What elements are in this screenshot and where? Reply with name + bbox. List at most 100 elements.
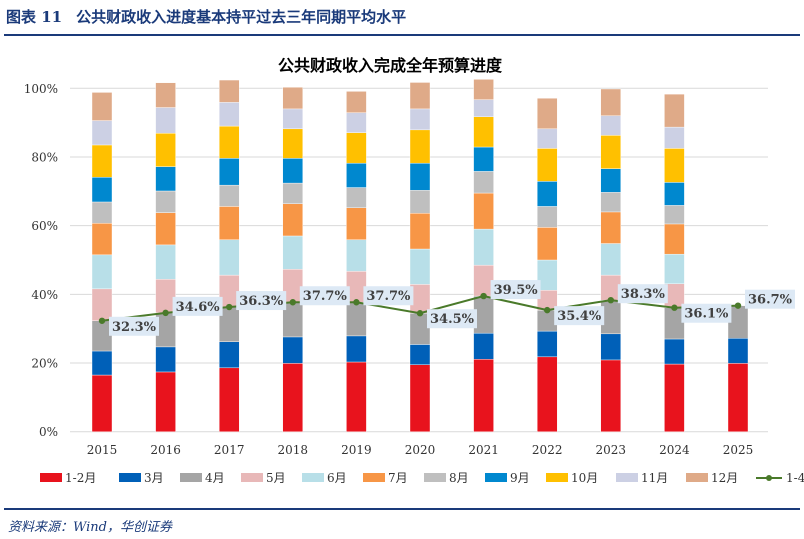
bar-segment-7月 xyxy=(155,212,176,246)
legend-label: 7月 xyxy=(388,471,408,485)
bar-segment-3月 xyxy=(537,330,558,358)
legend-swatch xyxy=(485,473,507,482)
data-label-box xyxy=(554,306,605,326)
line-point xyxy=(289,299,296,306)
bar-segment-1-2月 xyxy=(473,359,494,432)
bar-segment-6月 xyxy=(600,243,621,276)
bar-segment-12月 xyxy=(346,91,367,113)
line-point xyxy=(734,302,742,309)
x-tick-label: 2023 xyxy=(596,443,627,457)
line-point xyxy=(416,310,424,317)
bar-segment-9月 xyxy=(155,166,176,192)
legend-label: 5月 xyxy=(266,471,286,485)
source-note: 资料来源：Wind，华创证券 xyxy=(8,520,172,535)
x-tick-label: 2017 xyxy=(214,443,245,457)
bar-segment-12月 xyxy=(537,98,558,130)
bar-segment-6月 xyxy=(409,248,431,285)
bar-segment-4月 xyxy=(346,302,367,337)
bar-segment-3月 xyxy=(155,346,176,373)
bar-segment-8月 xyxy=(537,206,558,228)
data-label-box xyxy=(172,296,223,316)
bar-segment-9月 xyxy=(409,162,431,191)
bar-segment-3月 xyxy=(282,336,303,364)
bar-segment-12月 xyxy=(155,82,176,108)
bar-segment-10月 xyxy=(218,125,240,159)
bar-segment-6月 xyxy=(282,235,303,270)
legend-swatch xyxy=(616,473,638,482)
data-label: 36.1% xyxy=(684,307,729,322)
bar-segment-10月 xyxy=(664,148,685,183)
y-tick-label: 60% xyxy=(31,219,58,233)
y-tick-label: 40% xyxy=(31,288,58,302)
x-tick-label: 2019 xyxy=(341,443,372,457)
bar-segment-8月 xyxy=(409,190,431,214)
bar-segment-1-2月 xyxy=(600,359,621,432)
bar-segment-7月 xyxy=(664,223,685,255)
y-tick-label: 80% xyxy=(31,150,58,164)
bar-segment-7月 xyxy=(91,223,113,256)
bar-segment-12月 xyxy=(409,82,431,110)
bar-segment-6月 xyxy=(664,253,685,284)
bar-segment-1-2月 xyxy=(91,374,113,432)
bar-segment-10月 xyxy=(346,132,367,164)
bar-segment-3月 xyxy=(91,350,113,376)
x-tick-label: 2022 xyxy=(532,443,563,457)
data-label: 37.7% xyxy=(303,289,348,304)
bar-segment-10月 xyxy=(282,128,303,159)
figure-title: 公共财政收入进度基本持平过去三年同期平均水平 xyxy=(76,8,407,26)
bar-segment-11月 xyxy=(218,102,240,127)
line-point xyxy=(98,317,106,324)
legend-label: 8月 xyxy=(449,471,469,485)
footer-divider xyxy=(4,508,800,510)
y-tick-label: 20% xyxy=(31,357,58,371)
data-label-box xyxy=(236,291,287,311)
bar-segment-9月 xyxy=(282,158,303,184)
legend-swatch xyxy=(241,473,263,482)
y-tick-label: 0% xyxy=(39,425,58,439)
legend-label: 1-2月 xyxy=(65,471,96,485)
bar-segment-12月 xyxy=(91,92,113,121)
chart-title: 公共财政收入完成全年预算进度 xyxy=(278,56,503,75)
bar-segment-1-2月 xyxy=(409,364,431,432)
bar-segment-5月 xyxy=(91,288,113,321)
bar-segment-3月 xyxy=(473,332,494,360)
header-divider xyxy=(4,34,800,36)
line-point xyxy=(544,306,551,314)
bar-segment-10月 xyxy=(409,129,431,164)
data-label: 32.3% xyxy=(112,320,157,335)
bar-segment-3月 xyxy=(218,341,240,369)
line-point xyxy=(480,292,487,300)
bar-segment-6月 xyxy=(218,239,240,276)
bar-segment-8月 xyxy=(91,201,113,224)
legend-label: 1-4月 xyxy=(786,471,804,485)
bar-segment-9月 xyxy=(600,168,621,193)
bar-segment-9月 xyxy=(664,182,685,206)
legend-swatch xyxy=(40,473,62,482)
legend-label: 11月 xyxy=(641,471,668,485)
legend-label: 9月 xyxy=(510,471,530,485)
legend-swatch xyxy=(546,473,568,482)
bar-segment-6月 xyxy=(473,228,494,266)
bar-segment-12月 xyxy=(664,93,685,128)
bar-segment-1-2月 xyxy=(155,371,176,432)
data-label-box xyxy=(617,284,668,304)
bar-segment-11月 xyxy=(155,107,176,134)
bar-segment-10月 xyxy=(91,144,113,178)
x-tick-label: 2024 xyxy=(659,443,690,457)
bar-segment-6月 xyxy=(91,254,113,290)
data-label: 35.4% xyxy=(557,309,602,324)
bar-segment-8月 xyxy=(600,192,621,213)
bar-segment-1-2月 xyxy=(664,363,685,432)
data-label-box xyxy=(363,286,414,306)
bar-segment-3月 xyxy=(664,338,685,365)
bar-segment-9月 xyxy=(473,146,494,172)
bar-segment-6月 xyxy=(346,239,367,272)
legend-label: 4月 xyxy=(205,471,225,485)
data-label: 38.3% xyxy=(621,287,666,302)
line-point xyxy=(353,299,360,306)
bar-segment-12月 xyxy=(218,79,240,103)
x-tick-label: 2025 xyxy=(723,443,754,457)
data-label: 34.5% xyxy=(430,312,475,327)
bar-segment-10月 xyxy=(473,116,494,148)
data-label-box xyxy=(427,309,477,329)
